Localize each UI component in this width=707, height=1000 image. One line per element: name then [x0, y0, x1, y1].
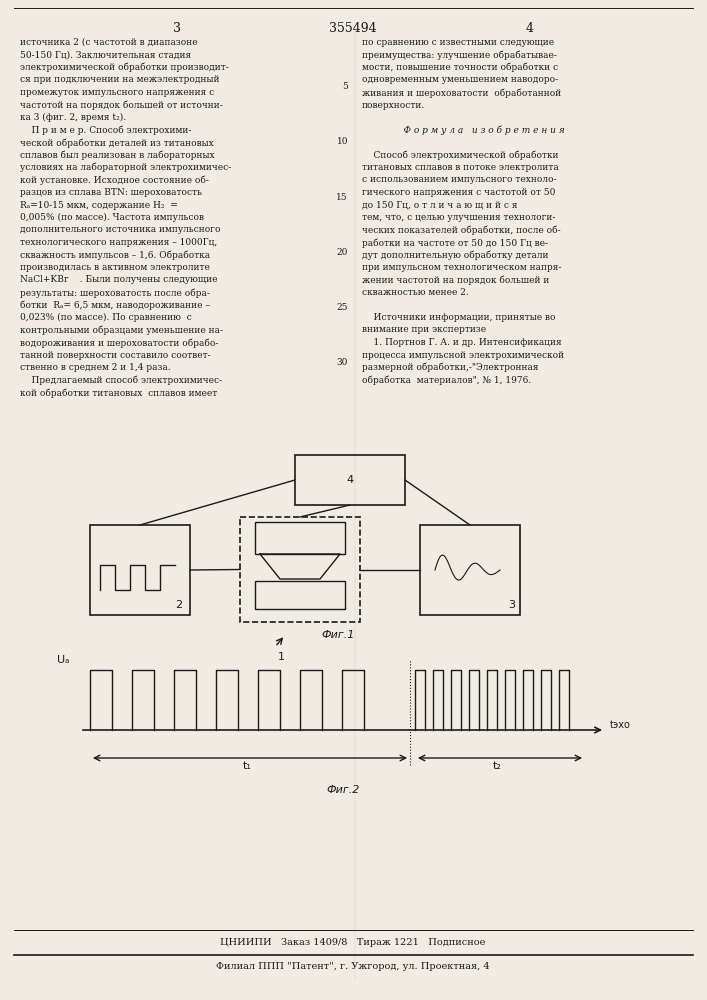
Text: результаты: шероховатость после обра-: результаты: шероховатость после обра- — [20, 288, 210, 298]
Text: 0,005% (по массе). Частота импульсов: 0,005% (по массе). Частота импульсов — [20, 213, 204, 222]
Text: кой обработки титановых  сплавов имеет: кой обработки титановых сплавов имеет — [20, 388, 217, 397]
Text: 2: 2 — [175, 600, 182, 610]
Text: Источники информации, принятые во: Источники информации, принятые во — [362, 313, 556, 322]
Text: 15: 15 — [337, 193, 348, 202]
Text: 3: 3 — [173, 22, 181, 35]
Text: условиях на лабораторной электрохимичес-: условиях на лабораторной электрохимичес- — [20, 163, 231, 172]
Text: NaCl+KBr    . Были получены следующие: NaCl+KBr . Были получены следующие — [20, 275, 218, 284]
Text: танной поверхности составило соответ-: танной поверхности составило соответ- — [20, 351, 211, 360]
Text: ственно в среднем 2 и 1,4 раза.: ственно в среднем 2 и 1,4 раза. — [20, 363, 170, 372]
Text: поверхности.: поверхности. — [362, 101, 425, 109]
Text: титановых сплавов в потоке электролита: титановых сплавов в потоке электролита — [362, 163, 559, 172]
Text: до 150 Гц, о т л и ч а ю щ и й с я: до 150 Гц, о т л и ч а ю щ и й с я — [362, 200, 518, 210]
Text: размерной обработки,-"Электронная: размерной обработки,-"Электронная — [362, 363, 539, 372]
Text: 355494: 355494 — [329, 22, 377, 35]
Text: 4: 4 — [526, 22, 534, 35]
Text: контрольными образцами уменьшение на-: контрольными образцами уменьшение на- — [20, 326, 223, 335]
Text: 5: 5 — [342, 82, 348, 91]
Text: электрохимической обработки производит-: электрохимической обработки производит- — [20, 63, 229, 73]
Text: 1. Портнов Г. А. и др. Интенсификация: 1. Портнов Г. А. и др. Интенсификация — [362, 338, 561, 347]
Text: t₁: t₁ — [243, 761, 252, 771]
Text: внимание при экспертизе: внимание при экспертизе — [362, 326, 486, 334]
Text: 25: 25 — [337, 303, 348, 312]
Text: производилась в активном электролите: производилась в активном электролите — [20, 263, 210, 272]
Text: разцов из сплава ВТΝ: шероховатость: разцов из сплава ВТΝ: шероховатость — [20, 188, 202, 197]
Text: 20: 20 — [337, 248, 348, 257]
Text: скважность импульсов – 1,6. Обработка: скважность импульсов – 1,6. Обработка — [20, 250, 210, 260]
Text: жении частотой на порядок большей и: жении частотой на порядок большей и — [362, 275, 549, 285]
Text: t₂: t₂ — [493, 761, 502, 771]
Text: ЦНИИПИ   Заказ 1409/8   Тираж 1221   Подписное: ЦНИИПИ Заказ 1409/8 Тираж 1221 Подписное — [221, 938, 486, 947]
Text: работки на частоте от 50 до 150 Гц ве-: работки на частоте от 50 до 150 Гц ве- — [362, 238, 548, 247]
Text: 30: 30 — [337, 358, 348, 367]
Text: ческой обработки деталей из титановых: ческой обработки деталей из титановых — [20, 138, 214, 147]
Text: гического напряжения с частотой от 50: гического напряжения с частотой от 50 — [362, 188, 556, 197]
Text: процесса импульсной электрохимической: процесса импульсной электрохимической — [362, 351, 564, 360]
Text: живания и шероховатости  обработанной: живания и шероховатости обработанной — [362, 88, 561, 98]
Bar — [420, 525, 520, 615]
Text: промежуток импульсного напряжения с: промежуток импульсного напряжения с — [20, 88, 214, 97]
Text: 0,023% (по массе). По сравнению  с: 0,023% (по массе). По сравнению с — [20, 313, 192, 322]
Text: Uₐ: Uₐ — [57, 655, 70, 665]
Text: по сравнению с известными следующие: по сравнению с известными следующие — [362, 38, 554, 47]
Bar — [295, 455, 405, 505]
Bar — [255, 581, 345, 609]
Text: преимущества: улучшение обрабатывае-: преимущества: улучшение обрабатывае- — [362, 50, 557, 60]
Text: ся при подключении на межэлектродный: ся при подключении на межэлектродный — [20, 76, 219, 85]
Text: дополнительного источника импульсного: дополнительного источника импульсного — [20, 226, 221, 234]
Text: Способ электрохимической обработки: Способ электрохимической обработки — [362, 150, 559, 160]
Text: источника 2 (с частотой в диапазоне: источника 2 (с частотой в диапазоне — [20, 38, 198, 47]
Text: кой установке. Исходное состояние об-: кой установке. Исходное состояние об- — [20, 176, 209, 185]
Text: скважностью менее 2.: скважностью менее 2. — [362, 288, 469, 297]
Text: одновременным уменьшением наводоро-: одновременным уменьшением наводоро- — [362, 76, 558, 85]
Text: Фиг.2: Фиг.2 — [327, 785, 360, 795]
Bar — [240, 517, 360, 622]
Text: дут дополнительную обработку детали: дут дополнительную обработку детали — [362, 250, 549, 260]
Bar — [255, 522, 345, 554]
Text: Филиал ППП "Патент", г. Ужгород, ул. Проектная, 4: Филиал ППП "Патент", г. Ужгород, ул. Про… — [216, 962, 490, 971]
Text: при импульсном технологическом напря-: при импульсном технологическом напря- — [362, 263, 561, 272]
Text: Rₐ=10-15 мкм, содержание H₂  =: Rₐ=10-15 мкм, содержание H₂ = — [20, 200, 177, 210]
Text: сплавов был реализован в лабораторных: сплавов был реализован в лабораторных — [20, 150, 215, 160]
Text: технологического напряжения – 1000Гц,: технологического напряжения – 1000Гц, — [20, 238, 217, 247]
Text: tэхо: tэхо — [610, 720, 631, 730]
Text: Предлагаемый способ электрохимичес-: Предлагаемый способ электрохимичес- — [20, 375, 222, 385]
Text: мости, повышение точности обработки с: мости, повышение точности обработки с — [362, 63, 558, 73]
Text: водороживания и шероховатости обрабо-: водороживания и шероховатости обрабо- — [20, 338, 218, 348]
Bar — [90, 525, 190, 615]
Text: 3: 3 — [508, 600, 515, 610]
Text: ботки  Rₐ= 6,5 мкм, наводороживание –: ботки Rₐ= 6,5 мкм, наводороживание – — [20, 300, 210, 310]
Text: ка 3 (фиг. 2, время t₂).: ка 3 (фиг. 2, время t₂). — [20, 113, 126, 122]
Text: Ф о р м у л а   и з о б р е т е н и я: Ф о р м у л а и з о б р е т е н и я — [392, 125, 565, 135]
Text: П р и м е р. Способ электрохими-: П р и м е р. Способ электрохими- — [20, 125, 192, 135]
Text: 50-150 Гц). Заключительная стадия: 50-150 Гц). Заключительная стадия — [20, 50, 191, 60]
Text: 10: 10 — [337, 137, 348, 146]
Text: обработка  материалов", № 1, 1976.: обработка материалов", № 1, 1976. — [362, 375, 531, 385]
Text: 1: 1 — [278, 652, 285, 662]
Text: тем, что, с целью улучшения технологи-: тем, что, с целью улучшения технологи- — [362, 213, 556, 222]
Text: 4: 4 — [346, 475, 354, 485]
Text: с использованием импульсного техноло-: с использованием импульсного техноло- — [362, 176, 556, 184]
Text: частотой на порядок большей от источни-: частотой на порядок большей от источни- — [20, 101, 223, 110]
Text: ческих показателей обработки, после об-: ческих показателей обработки, после об- — [362, 226, 561, 235]
Text: Фиг.1: Фиг.1 — [321, 630, 355, 640]
